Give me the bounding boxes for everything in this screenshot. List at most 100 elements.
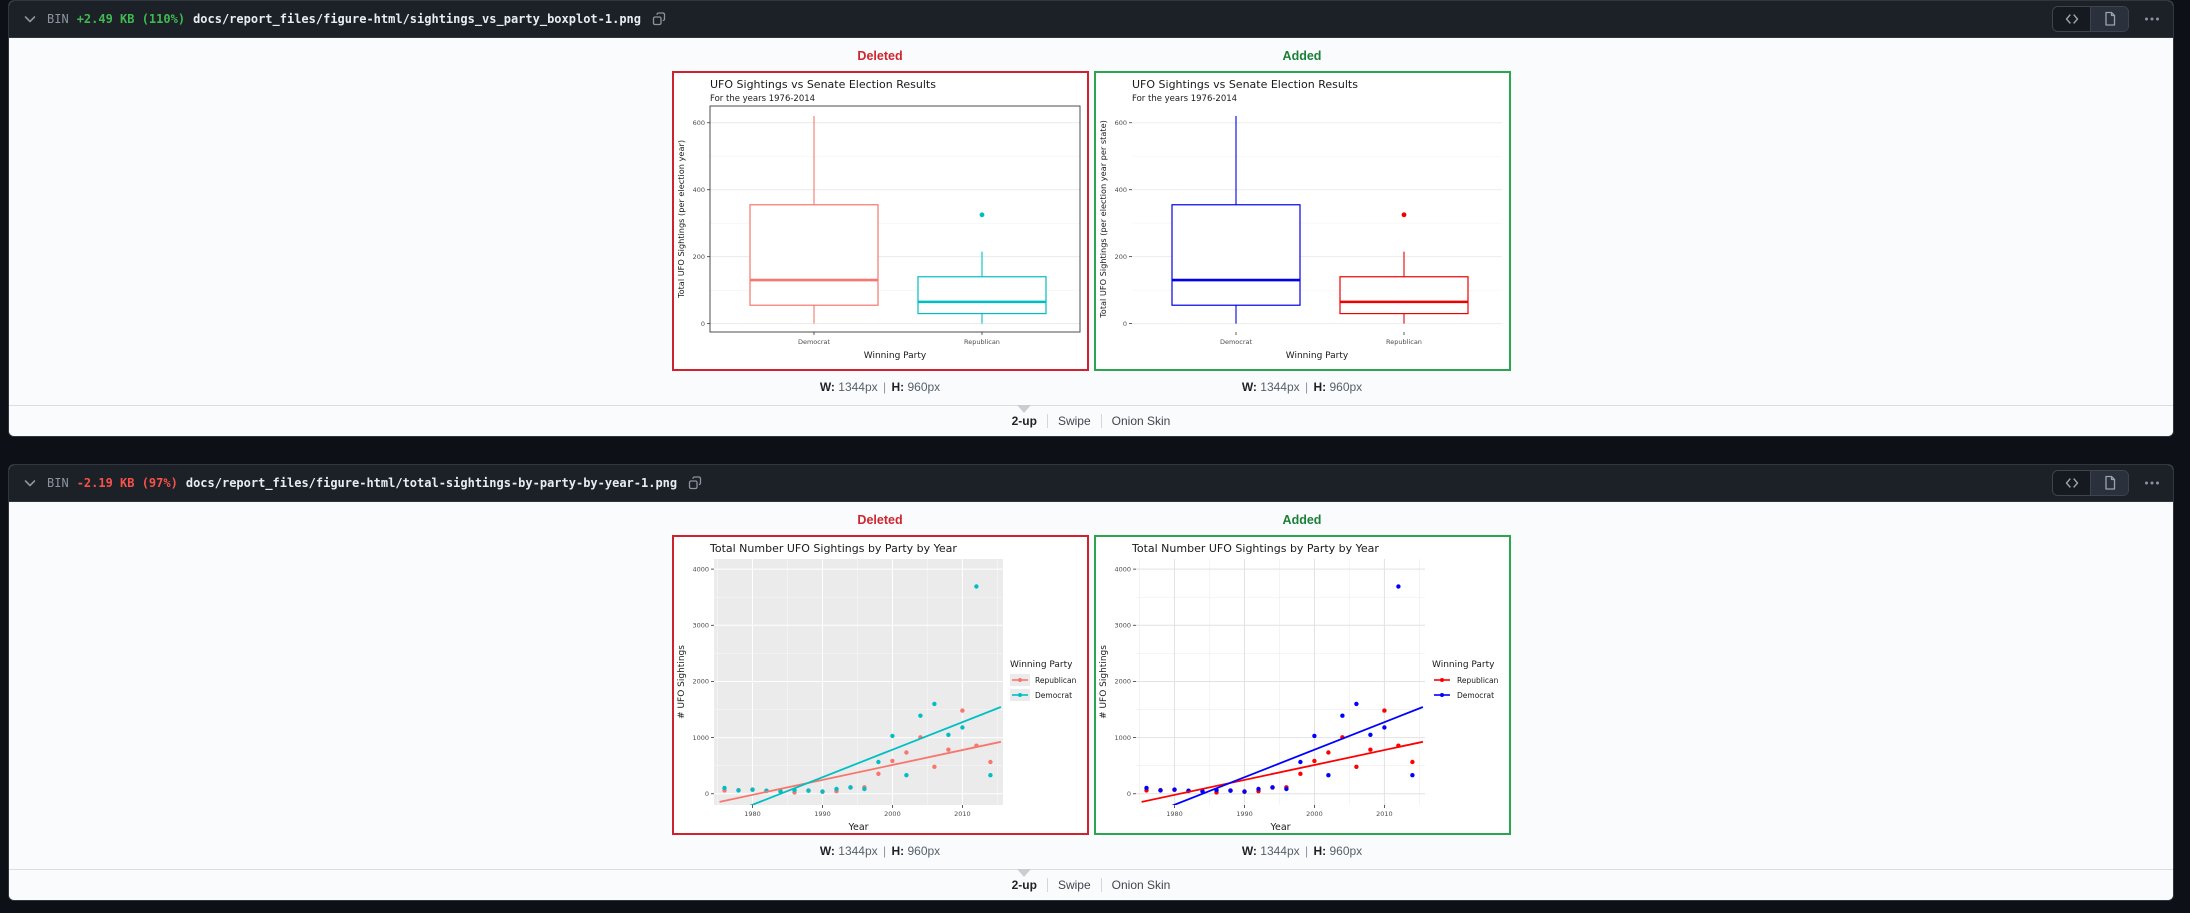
tab-divider (1046, 414, 1048, 428)
file-diff-section-scatter: BIN -2.19 KB (97%) docs/report_files/fig… (8, 464, 2174, 901)
svg-text:0: 0 (704, 790, 708, 798)
width-value: 1344px (1260, 844, 1300, 858)
height-label: H: (891, 844, 905, 858)
copy-path-icon[interactable] (651, 11, 667, 27)
svg-text:0: 0 (700, 320, 704, 328)
deleted-label: Deleted (857, 513, 903, 527)
height-value: 960px (1329, 380, 1363, 394)
diff-view-toggle (2052, 470, 2129, 496)
svg-text:Democrat: Democrat (1457, 691, 1494, 700)
svg-text:Republican: Republican (1386, 338, 1422, 346)
bin-label: BIN (47, 12, 69, 26)
svg-text:# UFO Sightings: # UFO Sightings (677, 645, 687, 719)
svg-text:UFO Sightings vs Senate Electi: UFO Sightings vs Senate Election Results (710, 78, 936, 91)
tab-divider (1100, 414, 1102, 428)
svg-text:Winning Party: Winning Party (1432, 660, 1495, 670)
width-value: 1344px (1260, 380, 1300, 394)
height-label: H: (891, 380, 905, 394)
width-value: 1344px (838, 844, 878, 858)
rich-diff-button[interactable] (2091, 471, 2128, 495)
image-dimensions: W: 1344px | H: 960px (672, 379, 1089, 395)
dimensions-separator: | (882, 380, 887, 394)
file-path: docs/report_files/figure-html/sightings_… (193, 12, 641, 26)
svg-text:600: 600 (1114, 119, 1126, 127)
svg-text:1980: 1980 (1166, 810, 1183, 818)
svg-text:2000: 2000 (692, 678, 709, 686)
size-delta: -2.19 KB (97%) (76, 476, 178, 490)
diff-view-controls: 2-up Swipe Onion Skin (9, 869, 2173, 900)
width-value: 1344px (838, 380, 878, 394)
svg-text:1000: 1000 (1114, 734, 1131, 742)
width-label: W: (819, 380, 835, 394)
svg-text:Democrat: Democrat (1219, 338, 1252, 346)
svg-text:1980: 1980 (744, 810, 761, 818)
svg-text:400: 400 (692, 186, 704, 194)
svg-text:Winning Party: Winning Party (863, 351, 926, 361)
height-label: H: (1313, 844, 1327, 858)
svg-text:3000: 3000 (692, 622, 709, 630)
height-value: 960px (1329, 844, 1363, 858)
two-up-tab[interactable]: 2-up (1002, 405, 1047, 428)
width-label: W: (819, 844, 835, 858)
tab-divider (1046, 878, 1048, 892)
svg-text:4000: 4000 (1114, 565, 1131, 573)
svg-text:UFO Sightings vs Senate Electi: UFO Sightings vs Senate Election Results (1132, 78, 1358, 91)
active-tab-caret (1017, 405, 1032, 413)
added-column: Added 0 1000 2000 3000 4000 1980 1990 2000 2010 Y… (1093, 511, 1511, 859)
height-value: 960px (907, 380, 941, 394)
image-dimensions: W: 1344px | H: 960px (672, 843, 1089, 859)
svg-text:Democrat: Democrat (797, 338, 830, 346)
dimensions-separator: | (1304, 844, 1309, 858)
rich-diff-body: Deleted 0 1000 2000 3000 4000 1980 1990 2000 201… (9, 502, 2173, 869)
bin-label: BIN (47, 476, 69, 490)
more-options-button[interactable] (2143, 11, 2161, 27)
rich-diff-button[interactable] (2091, 7, 2128, 31)
svg-text:Total Number UFO Sightings by: Total Number UFO Sightings by Party by Y… (1131, 542, 1379, 555)
image-dimensions: W: 1344px | H: 960px (1094, 843, 1511, 859)
svg-text:Total UFO Sightings (per elect: Total UFO Sightings (per election year) (676, 140, 686, 299)
swipe-tab[interactable]: Swipe (1057, 414, 1091, 428)
collapse-chevron-icon[interactable] (21, 476, 39, 490)
diff-view-toggle (2052, 6, 2129, 32)
deleted-boxplot-image: 0 200 400 600 Democrat Republican Winning Part… (673, 73, 1087, 369)
svg-text:Republican: Republican (1035, 676, 1077, 685)
onion-skin-tab[interactable]: Onion Skin (1111, 878, 1171, 892)
added-scatter-image: 0 1000 2000 3000 4000 1980 1990 2000 2010 Year # U… (1095, 537, 1509, 833)
tab-divider (1100, 878, 1102, 892)
svg-text:2000: 2000 (1306, 810, 1323, 818)
svg-text:Year: Year (1269, 822, 1290, 833)
collapse-chevron-icon[interactable] (21, 12, 39, 26)
swipe-tab[interactable]: Swipe (1057, 878, 1091, 892)
svg-text:0: 0 (1122, 320, 1126, 328)
two-up-tab[interactable]: 2-up (1002, 869, 1047, 892)
svg-text:For the years 1976-2014: For the years 1976-2014 (1132, 94, 1237, 104)
height-value: 960px (907, 844, 941, 858)
svg-text:1990: 1990 (1236, 810, 1253, 818)
svg-text:600: 600 (692, 119, 704, 127)
svg-text:400: 400 (1114, 186, 1126, 194)
svg-text:Winning Party: Winning Party (1285, 351, 1348, 361)
added-boxplot-image: 0 200 400 600 Democrat Republican Winning Part… (1095, 73, 1509, 369)
file-path: docs/report_files/figure-html/total-sigh… (185, 476, 678, 490)
onion-skin-tab[interactable]: Onion Skin (1111, 414, 1171, 428)
source-diff-button[interactable] (2053, 7, 2091, 31)
width-label: W: (1241, 844, 1257, 858)
added-image-card: 0 1000 2000 3000 4000 1980 1990 2000 2010 Year # U… (1093, 535, 1511, 835)
svg-text:Republican: Republican (1457, 676, 1499, 685)
svg-text:# UFO Sightings: # UFO Sightings (1099, 645, 1109, 719)
copy-path-icon[interactable] (687, 475, 703, 491)
more-options-button[interactable] (2143, 475, 2161, 491)
active-tab-caret (1017, 869, 1032, 877)
svg-text:Democrat: Democrat (1035, 691, 1072, 700)
added-label: Added (1282, 513, 1322, 527)
source-diff-button[interactable] (2053, 471, 2091, 495)
deleted-image-card: 0 1000 2000 3000 4000 1980 1990 2000 2010 Year # U… (671, 535, 1089, 835)
svg-text:Total UFO Sightings (per elect: Total UFO Sightings (per election year p… (1098, 120, 1108, 319)
svg-text:2010: 2010 (1376, 810, 1393, 818)
added-label: Added (1282, 49, 1322, 63)
size-delta: +2.49 KB (110%) (76, 12, 186, 26)
added-column: Added 0 200 400 600 Democrat Republican Winnin… (1093, 47, 1511, 395)
image-dimensions: W: 1344px | H: 960px (1094, 379, 1511, 395)
dimensions-separator: | (882, 844, 887, 858)
